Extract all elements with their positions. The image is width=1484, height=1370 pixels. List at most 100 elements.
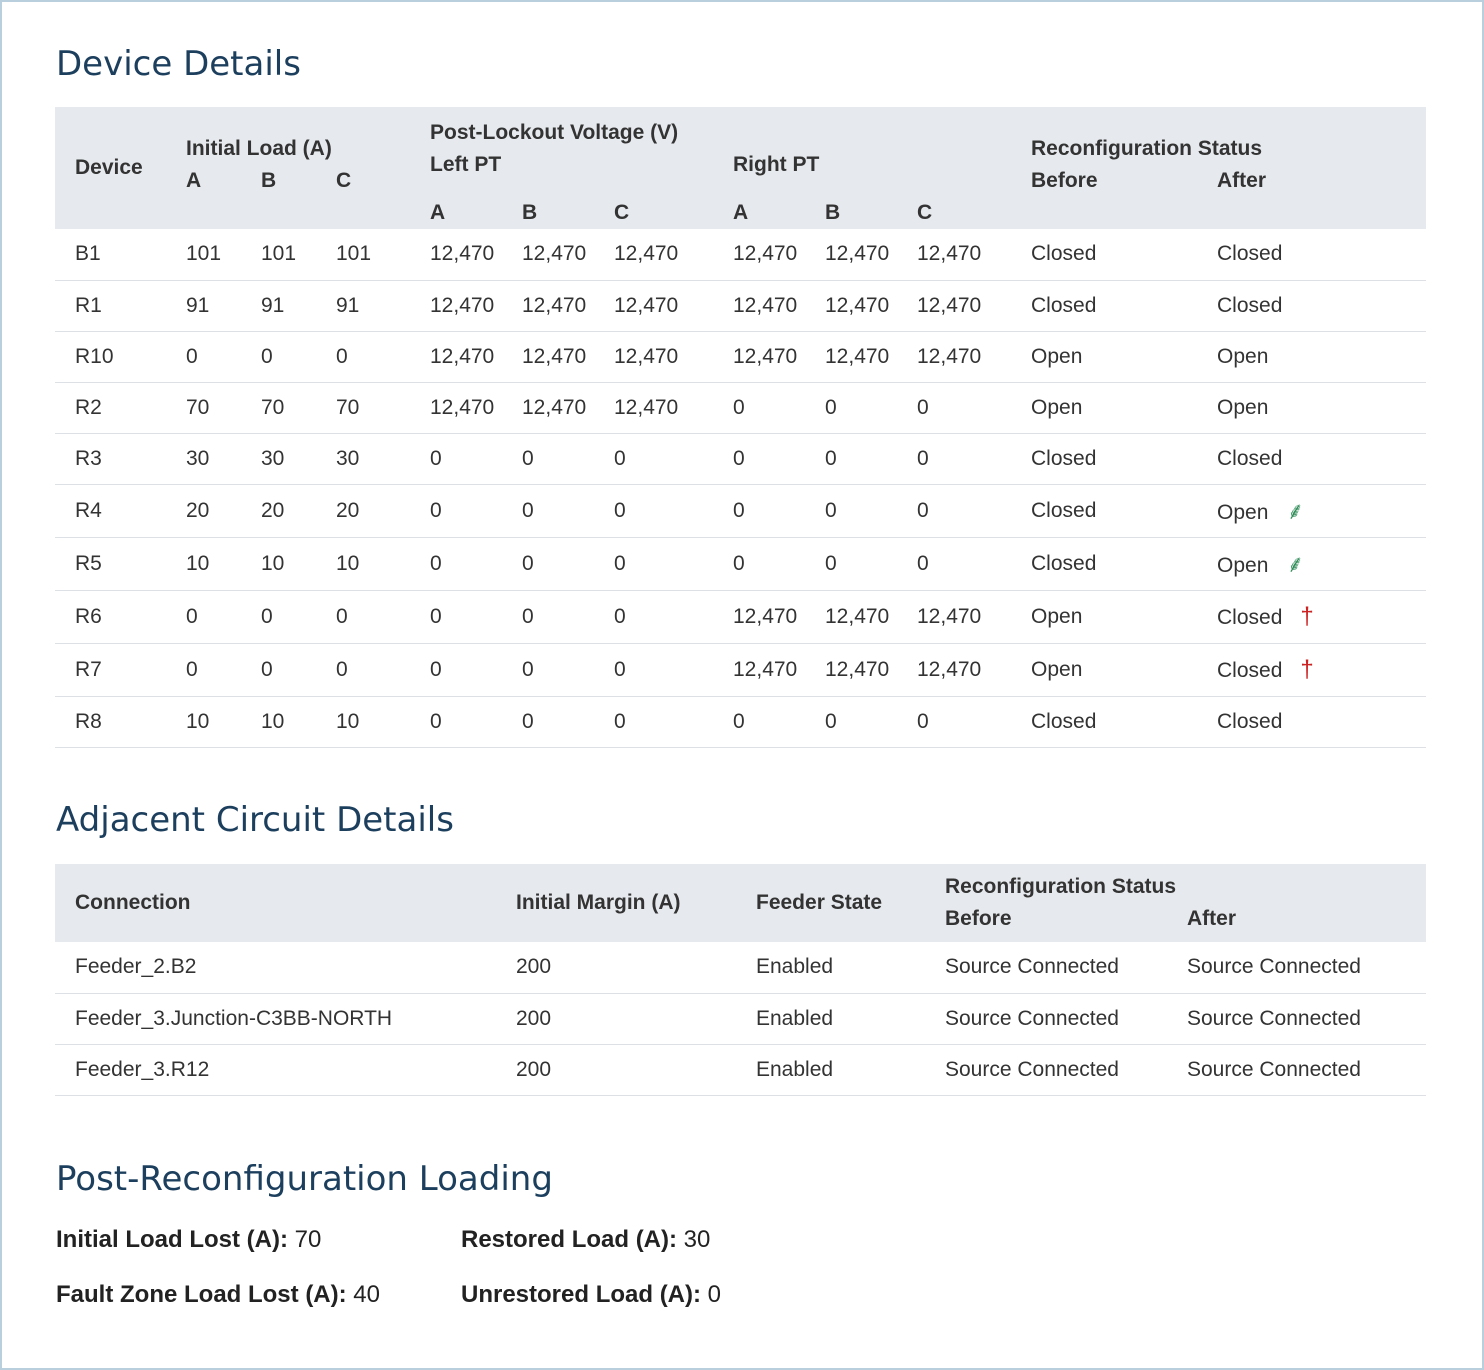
after-cell: Closed (1217, 696, 1426, 747)
table-row: R3 30 30 30 0 0 0 0 0 0 Closed Closed (55, 433, 1426, 484)
load-b-cell-text: 0 (261, 657, 273, 681)
adjacent-circuit-title: Adjacent Circuit Details (56, 800, 454, 840)
table-row: R10 0 0 0 12,470 12,470 12,470 12,470 12,470 12,4… (55, 331, 1426, 382)
left-c-cell-text: 12,470 (614, 395, 679, 419)
state-cell: Enabled (756, 955, 834, 979)
after-cell-text: Open (1217, 554, 1269, 577)
margin-cell: 200 (516, 1057, 552, 1081)
table-row: R5 10 10 10 0 0 0 0 0 0 Closed Open ⸙ (55, 537, 1426, 590)
left-b-cell-text: 12,470 (522, 395, 587, 419)
fault-zone-load-lost: Fault Zone Load Lost (A): 40 (56, 1281, 380, 1309)
right-b-cell-text: 12,470 (825, 293, 890, 317)
after-cell: Closed (1217, 280, 1426, 331)
right-a-cell-text: 0 (733, 446, 745, 470)
after-label: After (1217, 169, 1267, 192)
right-b-label: B (825, 201, 841, 224)
after-cell: Closed (1217, 229, 1426, 280)
left-c-cell-text: 0 (614, 446, 626, 470)
load-a-cell-text: 30 (186, 446, 210, 470)
table-row: R8 10 10 10 0 0 0 0 0 0 Closed Closed (55, 696, 1426, 747)
load-b-cell: 0 (261, 331, 336, 382)
load-b-cell-text: 10 (261, 709, 285, 733)
load-c-cell: 101 (336, 229, 430, 280)
left-c-cell-text: 0 (614, 709, 626, 733)
right-b-cell-text: 0 (825, 498, 837, 522)
switch-closed-icon: † (1300, 602, 1314, 630)
switch-opened-icon: ⸙ (1286, 551, 1305, 578)
right-c-cell: 12,470 (917, 643, 1031, 696)
left-a-cell-text: 0 (430, 551, 442, 575)
right-b-cell-text: 0 (825, 551, 837, 575)
right-c-cell: 0 (917, 537, 1031, 590)
left-c-cell-text: 12,470 (614, 344, 679, 368)
right-a-cell-text: 0 (733, 395, 745, 419)
right-c-cell-text: 12,470 (917, 657, 982, 681)
after-cell: Closed † (1217, 590, 1426, 643)
left-pt-label: Left PT (430, 153, 502, 176)
load-c-cell: 91 (336, 280, 430, 331)
right-b-cell-text: 0 (825, 446, 837, 470)
after-cell-text: Closed (1217, 605, 1283, 629)
right-c-cell-text: 12,470 (917, 344, 982, 368)
left-c-cell-text: 0 (614, 657, 626, 681)
adj-before-cell: Source Connected (945, 1057, 1119, 1081)
load-c-cell-text: 0 (336, 657, 348, 681)
after-cell-text: Open (1217, 395, 1269, 419)
initial-load-lost-value: 70 (294, 1226, 322, 1253)
col-initial-load: Initial Load (A) A B C (186, 107, 430, 229)
load-c-cell: 0 (336, 643, 430, 696)
load-a-cell: 10 (186, 537, 261, 590)
left-a-cell-text: 0 (430, 446, 442, 470)
table-row: Feeder_2.B2 200 Enabled Source Connected Sou… (55, 942, 1426, 993)
left-b-label: B (522, 201, 538, 224)
device-cell: R10 (55, 331, 186, 382)
left-a-cell: 0 (430, 433, 522, 484)
load-b-cell: 10 (261, 537, 336, 590)
right-a-cell: 0 (733, 696, 825, 747)
before-cell-text: Closed (1031, 242, 1097, 266)
right-c-cell: 0 (917, 484, 1031, 537)
before-cell: Open (1031, 331, 1217, 382)
right-a-cell-text: 0 (733, 551, 745, 575)
right-b-cell: 12,470 (825, 331, 917, 382)
load-c-cell: 10 (336, 696, 430, 747)
left-b-cell-text: 12,470 (522, 242, 587, 266)
right-b-cell-text: 12,470 (825, 657, 890, 681)
left-a-cell: 12,470 (430, 331, 522, 382)
right-a-cell-text: 12,470 (733, 604, 798, 628)
load-a-cell: 30 (186, 433, 261, 484)
connection-cell: Feeder_3.R12 (75, 1057, 210, 1081)
col-initial-margin: Initial Margin (A) (516, 891, 681, 914)
before-cell-text: Open (1031, 657, 1083, 681)
before-label: Before (1031, 169, 1098, 192)
after-cell-text: Closed (1217, 446, 1283, 470)
switch-closed-icon: † (1300, 655, 1314, 683)
load-b-cell: 10 (261, 696, 336, 747)
load-c-cell-text: 0 (336, 604, 348, 628)
unrestored-value: 0 (707, 1281, 722, 1308)
right-b-cell-text: 12,470 (825, 604, 890, 628)
left-c-cell-text: 0 (614, 604, 626, 628)
after-cell-text: Closed (1217, 658, 1283, 682)
table-row: R2 70 70 70 12,470 12,470 12,470 0 0 0 Open Open (55, 382, 1426, 433)
load-b-cell: 91 (261, 280, 336, 331)
after-cell-text: Open (1217, 501, 1269, 524)
unrestored-label: Unrestored Load (A): (461, 1281, 701, 1308)
adj-after-cell: Source Connected (1187, 955, 1361, 979)
left-c-cell-text: 0 (614, 498, 626, 522)
fault-zone-value: 40 (353, 1281, 380, 1308)
right-c-cell-text: 0 (917, 551, 929, 575)
col-post-lockout: Post-Lockout Voltage (V) Left PT Right P… (430, 107, 1031, 229)
load-c-cell-text: 10 (336, 709, 360, 733)
left-c-cell: 0 (614, 537, 733, 590)
load-b-cell: 30 (261, 433, 336, 484)
after-cell: Open ⸙ (1217, 537, 1426, 590)
left-a-cell: 0 (430, 590, 522, 643)
load-b-label: B (261, 169, 277, 192)
adj-after-cell: Source Connected (1187, 1057, 1361, 1081)
left-b-cell-text: 12,470 (522, 293, 587, 317)
right-a-cell: 0 (733, 537, 825, 590)
device-cell-text: R2 (75, 395, 102, 419)
right-c-cell-text: 0 (917, 709, 929, 733)
post-lockout-label: Post-Lockout Voltage (V) (430, 121, 679, 144)
